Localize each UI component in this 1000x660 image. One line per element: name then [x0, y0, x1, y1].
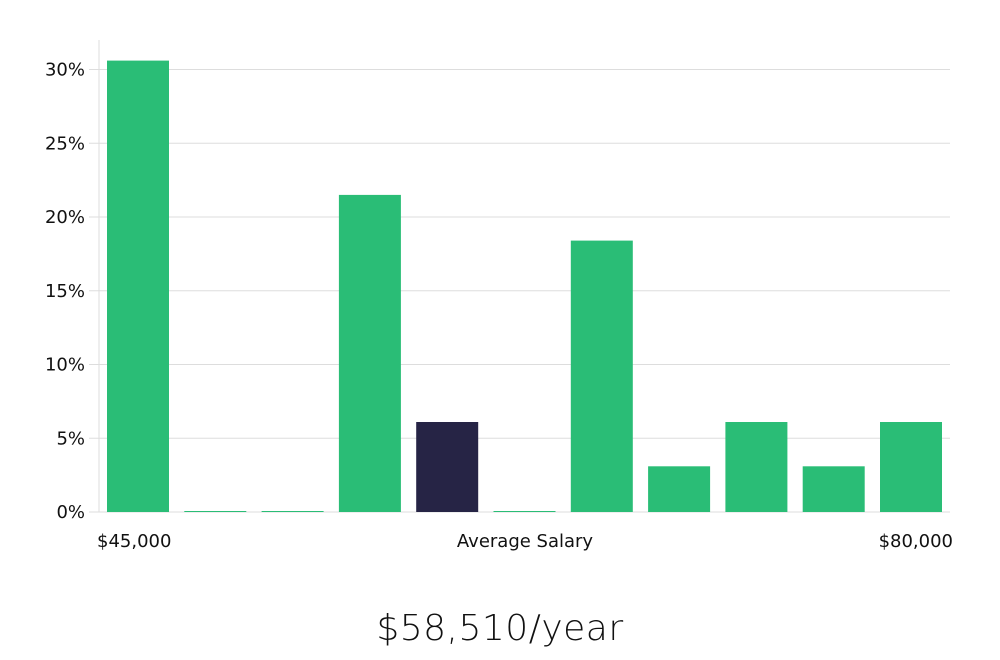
bar: [184, 511, 247, 512]
average-salary-value: $58,510/year: [376, 608, 624, 649]
bar: [648, 466, 711, 512]
salary-histogram: 0% 5% 10% 15% 20% 25% 30% $45,000 Average Sala…: [45, 40, 953, 552]
bar-highlighted: [416, 422, 479, 512]
y-tick-label: 15%: [45, 281, 85, 302]
x-axis-title: Average Salary: [457, 531, 594, 552]
bars: [107, 60, 942, 512]
y-tick-label: 30%: [45, 60, 85, 81]
y-tick-label: 5%: [56, 428, 85, 449]
gridlines: [89, 69, 950, 513]
y-tick-label: 0%: [56, 502, 85, 523]
bar: [570, 240, 633, 512]
x-end-label: $80,000: [879, 531, 953, 552]
bar: [802, 466, 865, 512]
y-tick-label: 25%: [45, 133, 85, 154]
y-axis-ticks: 0% 5% 10% 15% 20% 25% 30%: [45, 60, 85, 524]
bar: [725, 422, 788, 512]
x-start-label: $45,000: [97, 531, 171, 552]
bar: [107, 60, 169, 512]
bar: [880, 422, 942, 512]
y-tick-label: 20%: [45, 207, 85, 228]
bar: [338, 194, 401, 512]
bar: [493, 511, 556, 512]
bar: [261, 511, 324, 512]
y-tick-label: 10%: [45, 355, 85, 376]
